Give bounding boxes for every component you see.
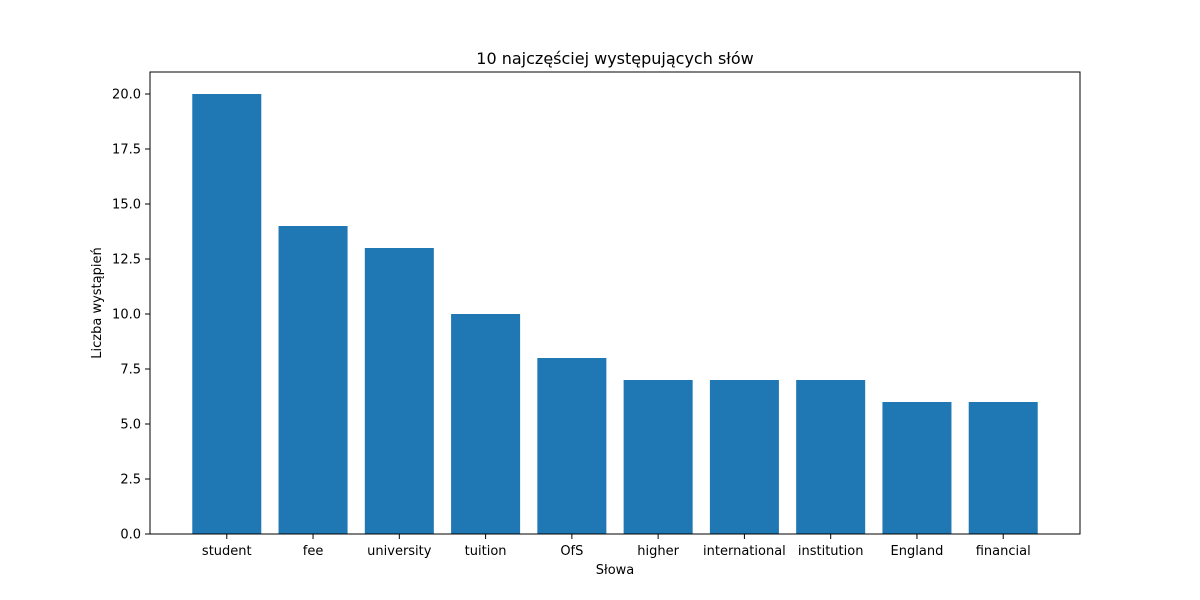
bar-fee — [278, 226, 348, 534]
y-tick-label: 0.0 — [120, 528, 141, 543]
bar-ofs — [537, 358, 607, 534]
x-axis-label: Słowa — [596, 563, 635, 578]
y-tick-label: 17.5 — [112, 143, 141, 158]
plot-frame — [149, 71, 1081, 535]
y-axis: 0.0 2.5 5.0 7.5 10.0 12.5 15.0 17.5 20.0 — [112, 88, 150, 543]
bar-university — [364, 248, 434, 534]
x-tick-label: institution — [798, 544, 864, 559]
bar-student — [192, 94, 262, 534]
bar-higher — [623, 380, 693, 534]
x-tick-label: England — [891, 544, 944, 559]
x-tick-label: higher — [637, 544, 679, 559]
bar-tuition — [451, 314, 521, 534]
x-axis: student fee university tuition OfS higher inte… — [202, 534, 1031, 559]
bars-layer — [192, 94, 1038, 534]
x-tick-label: student — [202, 544, 252, 559]
x-tick-label: university — [367, 544, 432, 559]
x-tick-label: international — [703, 544, 786, 559]
x-tick-label: OfS — [560, 544, 583, 559]
x-tick-label: tuition — [465, 544, 507, 559]
y-tick-label: 20.0 — [112, 88, 141, 103]
x-tick-label: financial — [976, 544, 1031, 559]
y-axis-label: Liczba wystąpień — [90, 247, 105, 358]
bar-international — [709, 380, 779, 534]
y-tick-label: 12.5 — [112, 253, 141, 268]
y-tick-label: 10.0 — [112, 308, 141, 323]
bar-england — [882, 402, 952, 534]
y-tick-label: 7.5 — [120, 363, 141, 378]
chart-title: 10 najczęściej występujących słów — [476, 49, 753, 68]
bar-financial — [968, 402, 1038, 534]
y-tick-label: 5.0 — [120, 418, 141, 433]
y-tick-label: 2.5 — [120, 473, 141, 488]
bar-institution — [796, 380, 866, 534]
y-tick-label: 15.0 — [112, 198, 141, 213]
x-tick-label: fee — [303, 544, 324, 559]
